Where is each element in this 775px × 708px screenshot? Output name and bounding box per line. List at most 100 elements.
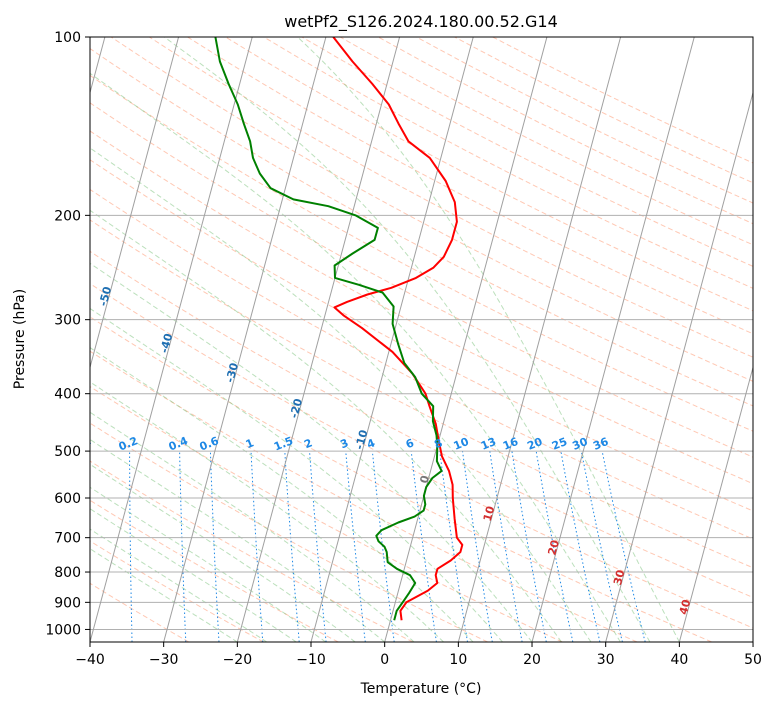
x-axis: −40 −30 −20 −10 0 10 20 30 40 50 (75, 642, 762, 668)
moist-adiabat-line (90, 486, 326, 642)
dry-adiabat-line (90, 188, 753, 540)
moist-adiabat-line (90, 381, 444, 642)
x-tick-label: −40 (75, 652, 105, 668)
x-tick-label: 10 (449, 652, 467, 668)
mixing-ratio-label: 3 (338, 436, 350, 451)
mixing-ratio-label: 10 (452, 435, 471, 453)
mixing-ratio-line (82, 451, 83, 642)
isotherm-line (236, 37, 401, 642)
mixing-ratio-label: 0.1 (70, 434, 93, 453)
y-axis-label: Pressure (hPa) (12, 289, 28, 389)
mixing-ratio-label: 36 (591, 435, 610, 453)
y-tick-label: 300 (54, 313, 81, 329)
mixing-ratio-line (129, 451, 133, 642)
mixing-ratio-line (371, 451, 395, 642)
y-tick-label: 400 (54, 387, 81, 403)
mixing-ratio-label: 1 (244, 436, 256, 451)
y-tick-label: 800 (54, 565, 81, 581)
isotherm-label: -10 (353, 428, 371, 451)
moist-adiabat-line (90, 72, 621, 642)
isotherm-label: -60 (35, 239, 53, 262)
moist-adiabat-line (90, 307, 503, 642)
isotherm-label: -40 (158, 332, 176, 355)
isotherm-line (90, 37, 180, 370)
mixing-ratio-line (580, 451, 623, 642)
y-tick-label: 900 (54, 595, 81, 611)
mixing-ratio-line (309, 451, 327, 642)
mixing-ratio-labels: 0.1 0.2 0.4 0.6 1 1.5 2 3 4 6 8 10 13 16 20 25 30 36 (70, 434, 611, 453)
profile-series (214, 37, 464, 621)
isotherm-line (163, 37, 327, 642)
moist-adiabat-line (90, 347, 474, 642)
isotherm-label: 10 (481, 504, 498, 522)
mixing-ratio-line (345, 451, 366, 642)
x-tick-label: 20 (523, 652, 541, 668)
dry-adiabat-line (90, 582, 190, 642)
dry-adiabat-line (90, 316, 712, 642)
moist-adiabat-line (90, 438, 386, 642)
isotherm-line (384, 37, 548, 642)
dry-adiabat-line (149, 37, 753, 358)
x-tick-label: −20 (223, 652, 253, 668)
isotherm-label: -20 (287, 397, 305, 420)
moist-adiabat-line (90, 262, 533, 642)
x-axis-label: Temperature (°C) (360, 681, 482, 697)
dry-adiabat-line (90, 130, 753, 485)
chart-title: wetPf2_S126.2024.180.00.52.G14 (284, 12, 558, 32)
mixing-ratio-label: 2 (302, 436, 314, 451)
dry-adiabats (90, 37, 753, 642)
mixing-ratio-label: 13 (479, 435, 498, 453)
y-axis: 100 200 300 400 500 600 700 800 900 1000 (45, 30, 90, 638)
mixing-ratio-line (560, 451, 601, 642)
mixing-ratio-label: 25 (550, 435, 569, 453)
dry-adiabat-line (90, 282, 753, 629)
moist-adiabat-line (90, 508, 297, 642)
dry-adiabat-line (90, 102, 753, 458)
mixing-ratio-label: 16 (501, 435, 520, 453)
x-tick-label: 30 (597, 652, 615, 668)
x-tick-label: −30 (149, 652, 179, 668)
y-tick-label: 100 (54, 30, 81, 46)
mixing-ratio-label: 8 (432, 436, 444, 451)
isotherm-line (531, 37, 695, 642)
dry-adiabat-line (90, 219, 753, 569)
isobar-gridlines (90, 37, 753, 630)
isotherm-label: 0 (417, 474, 432, 485)
dry-adiabat-line (225, 37, 753, 312)
isotherm-line (605, 90, 753, 642)
isotherm-line (310, 37, 474, 642)
isotherm-gridlines (90, 37, 753, 642)
isotherm-line (457, 37, 622, 642)
moist-adiabat-line (90, 147, 592, 642)
moist-adiabat-line (164, 37, 651, 642)
y-tick-label: 700 (54, 531, 81, 547)
mixing-ratio-line (462, 451, 493, 642)
x-tick-label: 50 (744, 652, 762, 668)
dry-adiabat-line (90, 74, 753, 432)
x-tick-label: 0 (380, 652, 389, 668)
dry-adiabat-line (90, 422, 488, 642)
temperature-profile (332, 37, 464, 621)
dry-adiabat-line (90, 499, 339, 642)
x-tick-label: −10 (296, 652, 326, 668)
isotherm-line (678, 365, 753, 642)
dry-adiabat-line (90, 350, 638, 642)
mixing-ratio-line (535, 451, 574, 642)
isotherm-label: 40 (677, 598, 694, 616)
y-tick-label: 600 (54, 491, 81, 507)
mixing-ratio-line (511, 451, 547, 642)
dewpoint-profile (214, 37, 443, 621)
isotherm-line (752, 640, 753, 642)
isotherm-label: -30 (223, 361, 241, 384)
moist-adiabats (90, 37, 680, 642)
isotherm-label: 20 (545, 538, 562, 556)
dry-adiabat-line (90, 47, 753, 407)
moist-adiabat-line (90, 528, 268, 642)
mixing-ratio-line (284, 451, 300, 642)
mixing-ratio-label: 4 (365, 436, 377, 451)
dry-adiabat-line (90, 385, 563, 642)
dry-adiabat-line (454, 37, 753, 184)
moist-adiabat-line (90, 548, 238, 642)
y-tick-label: 500 (54, 444, 81, 460)
